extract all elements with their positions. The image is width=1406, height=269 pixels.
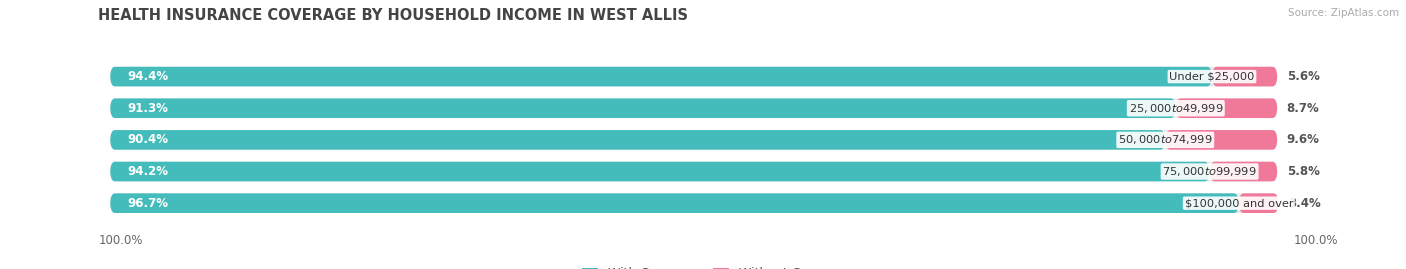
Text: 91.3%: 91.3% <box>128 102 169 115</box>
Legend: With Coverage, Without Coverage: With Coverage, Without Coverage <box>576 262 858 269</box>
FancyBboxPatch shape <box>110 98 1175 118</box>
FancyBboxPatch shape <box>110 98 1277 118</box>
FancyBboxPatch shape <box>1212 67 1277 86</box>
FancyBboxPatch shape <box>110 130 1277 150</box>
Text: 90.4%: 90.4% <box>128 133 169 146</box>
Text: $50,000 to $74,999: $50,000 to $74,999 <box>1118 133 1212 146</box>
Text: 100.0%: 100.0% <box>98 234 143 247</box>
Text: 96.7%: 96.7% <box>128 197 169 210</box>
Text: 94.2%: 94.2% <box>128 165 169 178</box>
Text: 5.8%: 5.8% <box>1286 165 1320 178</box>
Text: Source: ZipAtlas.com: Source: ZipAtlas.com <box>1288 8 1399 18</box>
Text: 3.4%: 3.4% <box>1288 197 1320 210</box>
Text: 100.0%: 100.0% <box>1294 234 1339 247</box>
FancyBboxPatch shape <box>1209 162 1277 181</box>
Text: $75,000 to $99,999: $75,000 to $99,999 <box>1163 165 1257 178</box>
Text: 94.4%: 94.4% <box>128 70 169 83</box>
FancyBboxPatch shape <box>110 67 1212 86</box>
Text: 5.6%: 5.6% <box>1286 70 1320 83</box>
Text: $100,000 and over: $100,000 and over <box>1184 198 1294 208</box>
Text: HEALTH INSURANCE COVERAGE BY HOUSEHOLD INCOME IN WEST ALLIS: HEALTH INSURANCE COVERAGE BY HOUSEHOLD I… <box>98 8 689 23</box>
FancyBboxPatch shape <box>1239 193 1278 213</box>
FancyBboxPatch shape <box>110 162 1277 181</box>
FancyBboxPatch shape <box>110 162 1209 181</box>
FancyBboxPatch shape <box>110 193 1277 213</box>
Text: $25,000 to $49,999: $25,000 to $49,999 <box>1129 102 1223 115</box>
FancyBboxPatch shape <box>1175 98 1277 118</box>
FancyBboxPatch shape <box>1166 130 1277 150</box>
FancyBboxPatch shape <box>110 67 1277 86</box>
Text: 9.6%: 9.6% <box>1286 133 1320 146</box>
Text: 8.7%: 8.7% <box>1286 102 1319 115</box>
FancyBboxPatch shape <box>110 193 1239 213</box>
Text: Under $25,000: Under $25,000 <box>1170 72 1254 82</box>
FancyBboxPatch shape <box>110 130 1166 150</box>
